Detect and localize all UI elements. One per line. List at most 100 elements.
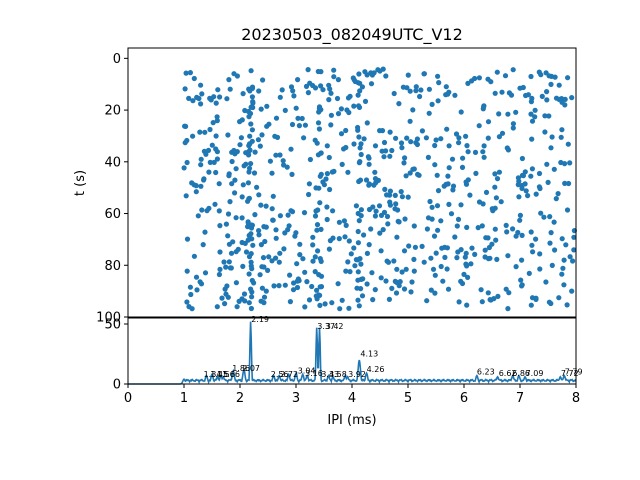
scatter-point: [213, 100, 219, 106]
scatter-point: [269, 258, 275, 264]
scatter-point: [239, 215, 245, 221]
scatter-point: [403, 173, 409, 179]
scatter-point: [263, 224, 269, 230]
scatter-point: [463, 179, 469, 185]
scatter-point: [246, 195, 252, 201]
scatter-point: [239, 194, 245, 200]
scatter-point: [241, 291, 248, 297]
scatter-point: [250, 99, 256, 105]
scatter-point: [434, 203, 441, 209]
scatter-point: [208, 97, 214, 103]
top-ytick-label: 20: [104, 104, 121, 119]
peak-label: 6.62: [499, 369, 517, 378]
scatter-point: [254, 184, 260, 190]
scatter-point: [382, 186, 388, 192]
scatter-point: [238, 135, 244, 141]
scatter-point: [565, 141, 571, 147]
scatter-point: [518, 277, 524, 283]
peak-label: 3.42: [326, 322, 344, 331]
scatter-point: [478, 287, 484, 293]
scatter-point: [214, 156, 220, 162]
scatter-point: [287, 299, 293, 305]
scatter-point: [343, 222, 349, 228]
scatter-point: [556, 295, 562, 301]
scatter-point: [496, 111, 502, 117]
scatter-point: [251, 170, 258, 176]
scatter-point: [198, 162, 204, 168]
scatter-point: [545, 179, 551, 185]
scatter-point: [544, 89, 550, 95]
scatter-point: [357, 80, 363, 86]
scatter-point: [389, 147, 395, 154]
scatter-point: [385, 221, 391, 227]
scatter-point: [356, 134, 362, 140]
scatter-point: [198, 101, 204, 107]
scatter-point: [242, 298, 248, 304]
scatter-point: [435, 98, 441, 104]
scatter-point: [227, 86, 233, 92]
scatter-point: [552, 74, 558, 80]
scatter-point: [217, 249, 223, 255]
scatter-point: [548, 145, 554, 151]
scatter-point: [456, 135, 462, 141]
scatter-point: [309, 283, 315, 290]
scatter-point: [454, 255, 460, 261]
scatter-point: [186, 95, 192, 101]
scatter-point: [183, 70, 189, 76]
scatter-point: [198, 183, 204, 189]
scatter-point: [395, 218, 401, 224]
scatter-point: [532, 114, 538, 120]
scatter-point: [248, 104, 254, 110]
scatter-point: [198, 82, 204, 88]
scatter-point: [341, 218, 347, 224]
scatter-point: [533, 191, 539, 197]
scatter-point: [537, 266, 543, 272]
scatter-point: [207, 159, 213, 165]
scatter-point: [463, 250, 469, 256]
scatter-point: [417, 93, 423, 100]
scatter-point: [306, 191, 312, 198]
peak-label: 2.56: [271, 370, 289, 379]
scatter-point: [257, 272, 263, 278]
scatter-point: [216, 208, 222, 214]
scatter-point: [504, 229, 510, 235]
scatter-point: [421, 259, 427, 265]
scatter-point: [310, 234, 316, 240]
scatter-point: [240, 91, 246, 97]
scatter-point: [488, 79, 494, 85]
peak-label: 6.86: [512, 369, 530, 378]
scatter-point: [528, 173, 534, 179]
scatter-point: [246, 271, 252, 277]
scatter-point: [393, 290, 400, 296]
scatter-point: [436, 80, 442, 86]
scatter-point: [273, 152, 279, 158]
scatter-point: [328, 112, 334, 118]
scatter-point: [303, 83, 310, 89]
top-plot-frame: [127, 47, 577, 318]
scatter-point: [226, 77, 232, 83]
scatter-point: [184, 268, 190, 274]
scatter-point: [456, 140, 462, 146]
scatter-point: [189, 180, 195, 186]
scatter-point: [331, 74, 337, 80]
scatter-point: [505, 111, 511, 117]
scatter-point: [432, 290, 438, 296]
bottom-ytick-label: 0: [113, 378, 121, 393]
scatter-point: [562, 102, 568, 108]
peak-label: 3.43: [321, 370, 339, 379]
scatter-point: [196, 95, 202, 102]
scatter-point: [383, 148, 389, 154]
scatter-point: [485, 135, 491, 141]
scatter-point: [411, 223, 417, 229]
scatter-point: [292, 233, 298, 239]
scatter-point: [273, 255, 279, 261]
scatter-point: [519, 172, 526, 178]
scatter-point: [432, 162, 438, 168]
scatter-point: [248, 121, 254, 127]
scatter-point: [428, 255, 434, 261]
scatter-point: [528, 302, 534, 308]
scatter-point: [191, 75, 197, 82]
scatter-point: [288, 146, 294, 152]
scatter-point: [249, 277, 255, 284]
scatter-point: [394, 279, 400, 285]
